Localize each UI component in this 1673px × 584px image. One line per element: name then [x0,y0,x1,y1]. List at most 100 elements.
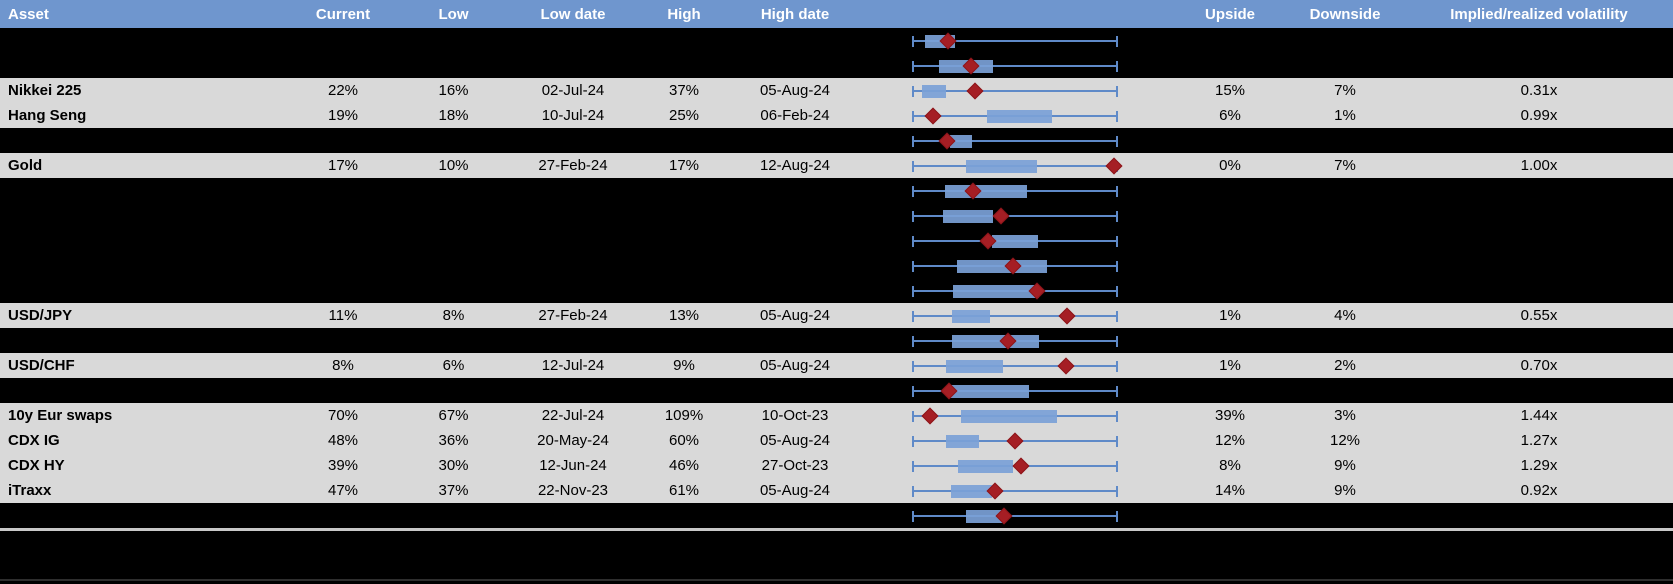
bottom-separator-line [0,528,1673,531]
current-value [290,53,396,78]
upside-value: 1% [1219,307,1241,324]
iqr-box [965,159,1038,173]
downside-value [1285,253,1405,278]
high-value [635,128,733,153]
high-date [733,203,857,228]
upside-value: 1% [1219,357,1241,374]
iqr-box [991,234,1039,248]
low-value [396,128,511,153]
low-value [396,228,511,253]
iqr-box [986,109,1053,123]
redacted-row [0,278,1673,303]
boxplot [912,503,1118,528]
low-date [511,378,635,403]
whisker-cap-left [912,335,914,347]
high-date [733,278,857,303]
whisker-cap-right [1116,210,1118,222]
downside-value: 12% [1329,432,1361,449]
whisker-line [912,64,1118,67]
current-value [290,28,396,53]
high-value [635,53,733,78]
whisker-line [912,39,1118,42]
asset-name [0,228,290,253]
boxplot-cell [857,128,1175,153]
boxplot [912,128,1118,153]
high-value [635,328,733,353]
boxplot [912,328,1118,353]
upside-value [1175,228,1285,253]
current-level-marker [992,207,1010,224]
asset-name [0,128,290,153]
downside-value: 7% [1334,82,1356,99]
asset-name [0,203,290,228]
boxplot [912,453,1118,478]
boxplot-cell [857,353,1175,378]
iqr-box [961,409,1057,423]
current-level-marker [966,82,984,99]
upside-value: 0% [1219,157,1241,174]
current-value [290,378,396,403]
boxplot [912,178,1118,203]
asset-name [0,253,290,278]
boxplot-cell [857,53,1175,78]
low-date [511,28,635,53]
upside-value: 8% [1219,457,1241,474]
asset-name [0,278,290,303]
upside-value [1175,503,1285,528]
boxplot-cell [857,178,1175,203]
high-value: 17% [668,157,700,174]
low-value: 10% [438,157,469,174]
low-value [396,503,511,528]
asset-name: Nikkei 225 [8,82,82,99]
whisker-cap-right [1116,510,1118,522]
boxplot [912,478,1118,503]
downside-value [1285,278,1405,303]
high-date [733,228,857,253]
low-date: 10-Jul-24 [541,107,605,124]
table-row-usd-jpy: USD/JPY 11% 8% 27-Feb-24 13% 05-Aug-24 1% 4% 0.5… [0,303,1673,328]
implied-realized-vol-value [1405,503,1673,528]
boxplot-cell [857,203,1175,228]
low-date: 02-Jul-24 [541,82,605,99]
boxplot [912,28,1118,53]
whisker-line [912,489,1118,492]
boxplot-cell [857,278,1175,303]
low-date: 12-Jun-24 [539,457,607,474]
high-date: 27-Oct-23 [761,457,829,474]
low-date [511,253,635,278]
high-value: 9% [673,357,695,374]
whisker-line [912,364,1118,367]
col-header-high-date: High date [760,5,830,23]
current-level-marker [1012,457,1030,474]
whisker-line [912,514,1118,517]
asset-name: USD/JPY [8,307,73,324]
low-date [511,328,635,353]
boxplot [912,153,1123,178]
boxplot-cell [857,78,1175,103]
high-value [635,28,733,53]
current-level-marker [1057,357,1075,374]
downside-value: 7% [1334,157,1356,174]
whisker-cap-left [912,110,914,122]
downside-value [1285,28,1405,53]
implied-realized-vol-value [1405,228,1673,253]
current-level-marker [1105,157,1123,174]
whisker-cap-right [1116,85,1118,97]
current-value: 39% [327,457,359,474]
asset-name [0,53,290,78]
iqr-box [951,309,991,323]
iqr-box [951,334,1040,348]
low-date: 22-Jul-24 [541,407,605,424]
col-header-current: Current [315,5,371,23]
high-date [733,128,857,153]
whisker-cap-left [912,185,914,197]
asset-name: iTraxx [8,482,52,499]
whisker-cap-left [912,310,914,322]
current-value [290,253,396,278]
redacted-row [0,203,1673,228]
low-date [511,228,635,253]
asset-name [0,378,290,403]
implied-realized-vol-value [1405,253,1673,278]
whisker-cap-right [1116,35,1118,47]
